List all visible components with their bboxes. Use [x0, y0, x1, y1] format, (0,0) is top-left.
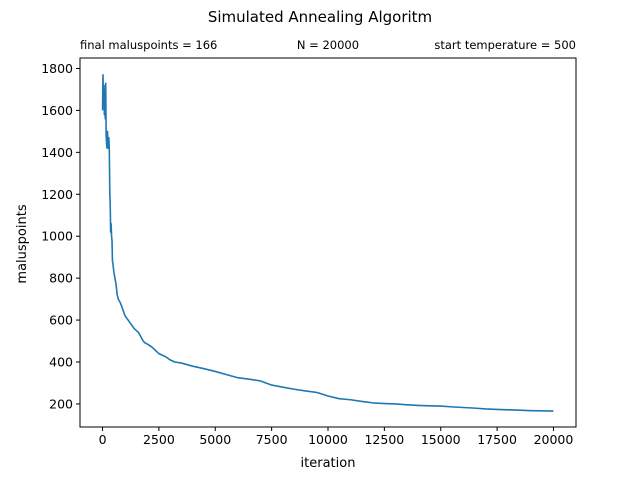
x-tick-label: 5000 — [199, 432, 231, 447]
x-tick-label: 10000 — [308, 432, 348, 447]
y-tick-label: 1600 — [41, 103, 73, 118]
x-tick-label: 2500 — [143, 432, 175, 447]
y-axis-label: maluspoints — [15, 204, 30, 283]
x-tick-label: 20000 — [534, 432, 574, 447]
x-tick-label: 7500 — [256, 432, 288, 447]
plot-area — [79, 57, 577, 428]
y-tick-label: 800 — [49, 271, 73, 286]
x-tick-label: 0 — [99, 432, 107, 447]
y-tick-label: 600 — [49, 313, 73, 328]
x-tick-label: 17500 — [477, 432, 517, 447]
y-tick-label: 400 — [49, 355, 73, 370]
x-axis-label: iteration — [301, 456, 356, 471]
y-tick-label: 200 — [49, 396, 73, 411]
y-tick-label: 1400 — [41, 145, 73, 160]
annotation-n: N = 20000 — [297, 38, 359, 52]
y-tick-label: 1200 — [41, 187, 73, 202]
x-axis-ticks: 0 2500 5000 7500 10000 12500 15000 17500 20000 — [99, 427, 574, 447]
chart-title: Simulated Annealing Algoritm — [208, 8, 432, 26]
annotation-start-temperature: start temperature = 500 — [434, 38, 576, 52]
y-tick-label: 1800 — [41, 61, 73, 76]
plot-frame — [79, 57, 577, 428]
x-tick-label: 15000 — [421, 432, 461, 447]
y-tick-label: 1000 — [41, 229, 73, 244]
y-axis-ticks: 200 400 600 800 1000 1200 1400 1600 1800 — [41, 61, 80, 411]
series-line — [101, 73, 554, 412]
annotation-final-maluspoints: final maluspoints = 166 — [80, 38, 217, 52]
x-tick-label: 12500 — [364, 432, 404, 447]
